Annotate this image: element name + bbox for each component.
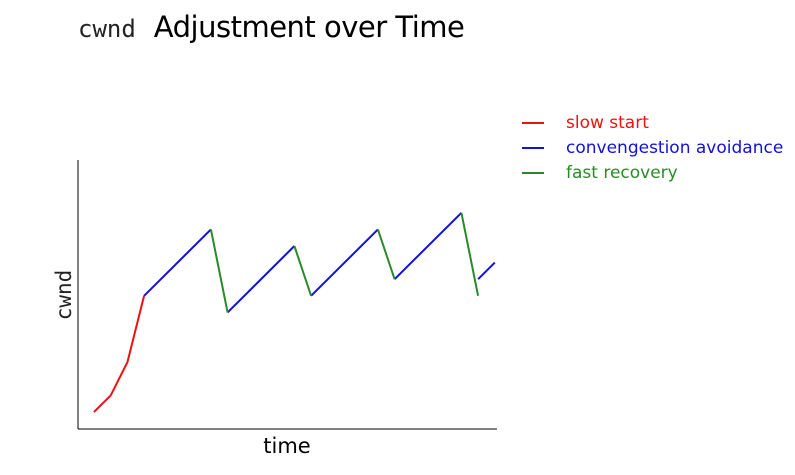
series-layer — [93, 212, 496, 413]
legend-item-fast-recovery: fast recovery — [522, 160, 783, 185]
legend-label: convengestion avoidance — [566, 137, 784, 158]
series-fast-recovery-segment-3 — [460, 212, 480, 296]
series-convengestion-avoidance-segment-3 — [393, 212, 463, 280]
series-fast-recovery-segment-0 — [209, 229, 229, 313]
series-convengestion-avoidance-segment-0 — [143, 228, 212, 297]
title-main: Adjustment over Time — [153, 10, 465, 44]
series-fast-recovery-segment-2 — [376, 229, 396, 280]
series-fast-recovery-segment-1 — [293, 245, 313, 297]
legend: slow start convengestion avoidance fast … — [522, 110, 783, 185]
legend-label: fast recovery — [566, 162, 678, 183]
legend-item-slow-start: slow start — [522, 110, 783, 135]
legend-swatch — [522, 171, 544, 174]
series-convengestion-avoidance-segment-4 — [477, 261, 496, 280]
series-convengestion-avoidance-segment-2 — [310, 228, 379, 297]
chart-title: cwnd Adjustment over Time — [78, 10, 465, 44]
x-axis-label: time — [263, 434, 310, 458]
legend-swatch — [522, 146, 544, 149]
title-prefix: cwnd — [78, 15, 136, 43]
series-convengestion-avoidance-segment-1 — [226, 245, 296, 314]
series-slow-start-segment-0 — [93, 295, 146, 413]
y-axis-label: cwnd — [52, 270, 76, 321]
legend-label: slow start — [566, 112, 649, 133]
legend-swatch — [522, 121, 544, 124]
legend-item-congestion-avoidance: convengestion avoidance — [522, 135, 783, 160]
